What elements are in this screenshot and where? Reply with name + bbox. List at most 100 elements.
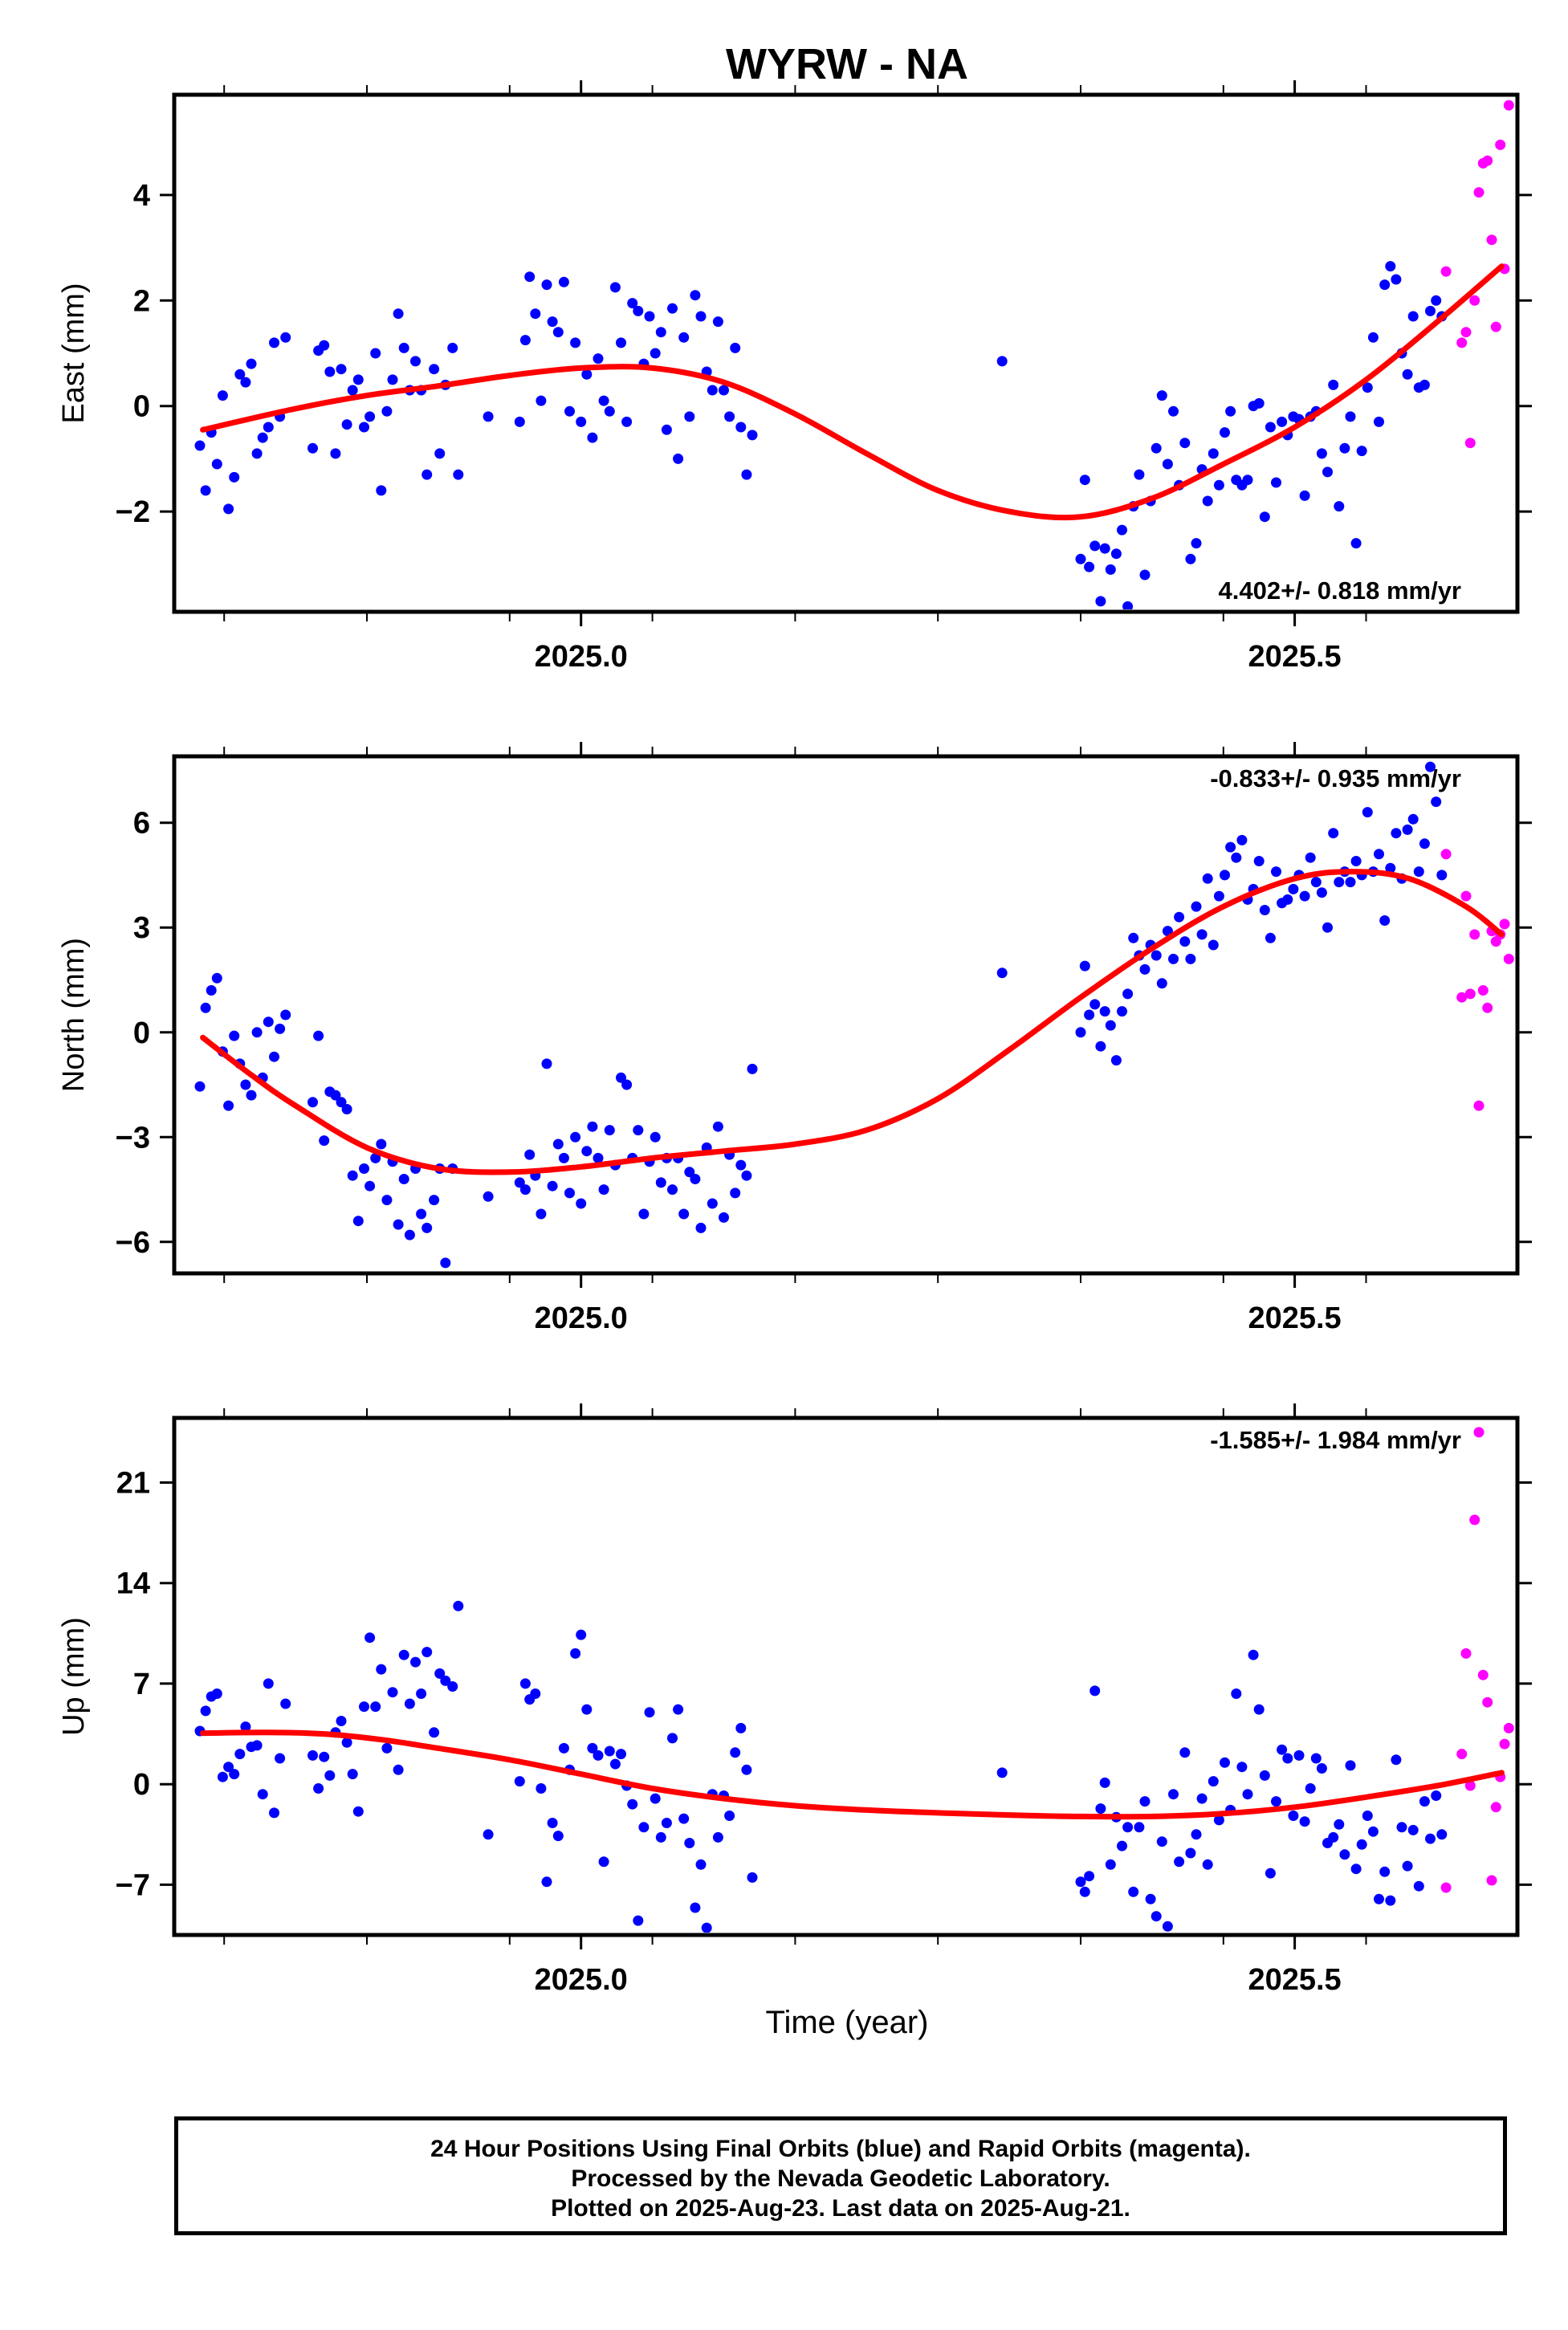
up-rate-label: -1.585+/- 1.984 mm/yr xyxy=(1210,1426,1461,1454)
up-final-point xyxy=(1079,1886,1090,1897)
north-final-point xyxy=(365,1180,376,1191)
east-final-point xyxy=(1151,442,1162,454)
up-final-point xyxy=(319,1751,330,1762)
east-final-point xyxy=(724,411,735,422)
up-final-point xyxy=(690,1902,701,1913)
north-final-point xyxy=(1316,887,1327,898)
east-final-point xyxy=(1367,332,1379,343)
north-final-point xyxy=(336,1097,347,1108)
east-final-point xyxy=(387,374,398,385)
up-final-point xyxy=(1162,1921,1173,1932)
north-final-point xyxy=(536,1208,547,1220)
up-rapid-point xyxy=(1482,1697,1493,1708)
east-final-point xyxy=(661,424,672,435)
up-final-point xyxy=(365,1632,376,1644)
north-final-point xyxy=(547,1180,558,1191)
north-final-point xyxy=(398,1174,409,1184)
north-final-point xyxy=(1334,877,1345,888)
east-final-point xyxy=(996,356,1008,367)
east-final-point xyxy=(280,332,291,343)
up-final-point xyxy=(1168,1789,1179,1800)
east-final-point xyxy=(263,422,274,433)
north-final-point xyxy=(1288,883,1299,894)
north-x-tick-label: 2025.0 xyxy=(535,1301,628,1335)
north-final-point xyxy=(707,1198,718,1209)
up-final-point xyxy=(376,1664,387,1675)
east-final-point xyxy=(1089,540,1101,552)
up-final-point xyxy=(1385,1895,1396,1906)
east-rapid-point xyxy=(1464,438,1476,449)
up-final-point xyxy=(1431,1790,1442,1801)
north-final-point xyxy=(370,1152,381,1163)
north-final-point xyxy=(1425,761,1436,772)
footer-line-1: 24 Hour Positions Using Final Orbits (bl… xyxy=(430,2136,1251,2162)
north-final-point xyxy=(1139,963,1151,975)
north-final-point xyxy=(1350,856,1362,866)
north-rapid-point xyxy=(1460,890,1472,902)
up-final-point xyxy=(655,1831,666,1843)
up-final-point xyxy=(1099,1777,1110,1788)
north-final-point xyxy=(251,1027,263,1038)
east-model-curve xyxy=(200,263,1505,521)
up-y-tick-label: 0 xyxy=(133,1768,150,1802)
up-rapid-point xyxy=(1499,1738,1510,1750)
north-final-point xyxy=(581,1146,593,1157)
up-final-point xyxy=(514,1776,525,1787)
east-final-point xyxy=(1299,490,1310,501)
north-final-point xyxy=(280,1009,291,1020)
up-final-point xyxy=(275,1753,286,1764)
east-final-point xyxy=(1391,274,1402,285)
north-final-point xyxy=(678,1208,690,1220)
east-final-point xyxy=(251,448,263,459)
north-final-point xyxy=(307,1097,318,1108)
up-final-point xyxy=(1208,1776,1219,1787)
north-rapid-point xyxy=(1477,985,1489,996)
up-final-point xyxy=(1248,1649,1259,1660)
up-final-point xyxy=(429,1727,440,1738)
up-final-point xyxy=(1419,1796,1430,1807)
up-final-point xyxy=(1220,1757,1230,1768)
up-final-point xyxy=(1253,1704,1265,1715)
north-final-point xyxy=(1328,828,1339,839)
up-final-point xyxy=(1259,1770,1270,1781)
north-final-point xyxy=(246,1090,257,1101)
north-final-point xyxy=(1345,877,1356,888)
up-final-point xyxy=(695,1859,707,1870)
panels: 2025.0 2025.5 −2 0 2 4 East (mm) 4.402+/- 0.818… xyxy=(57,80,1532,1997)
up-final-point xyxy=(447,1681,458,1692)
east-final-point xyxy=(393,308,404,320)
east-final-point xyxy=(370,348,381,359)
up-final-point xyxy=(257,1789,268,1800)
north-plot-frame xyxy=(172,754,1520,1276)
up-final-point xyxy=(1367,1826,1379,1837)
north-final-point xyxy=(1122,988,1134,1000)
east-final-point xyxy=(1075,553,1086,564)
up-y-tick-label: −7 xyxy=(116,1868,150,1902)
north-y-tick-label: 3 xyxy=(133,911,150,945)
east-final-point xyxy=(655,327,666,338)
up-final-point xyxy=(633,1915,644,1926)
north-rapid-point xyxy=(1440,849,1452,860)
east-final-point xyxy=(1095,596,1106,607)
north-final-point xyxy=(1191,901,1202,912)
up-final-point xyxy=(1084,1871,1095,1882)
up-final-point xyxy=(1402,1860,1413,1872)
east-final-point xyxy=(200,485,211,496)
north-final-point xyxy=(747,1063,758,1074)
east-final-point xyxy=(1339,442,1350,454)
up-final-point xyxy=(410,1656,421,1668)
east-x-tick-label: 2025.5 xyxy=(1248,640,1341,674)
up-final-point xyxy=(1231,1688,1242,1699)
north-final-point xyxy=(319,1135,330,1147)
east-final-point xyxy=(240,377,251,388)
north-final-point xyxy=(240,1079,251,1090)
east-final-point xyxy=(684,411,695,422)
north-final-point xyxy=(1075,1027,1086,1038)
up-final-point xyxy=(1174,1856,1185,1868)
east-final-point xyxy=(536,395,547,406)
north-final-point xyxy=(1236,834,1248,845)
north-final-point xyxy=(570,1131,581,1143)
north-rapid-point xyxy=(1456,992,1468,1003)
north-y-tick-label: 0 xyxy=(133,1016,150,1050)
north-final-point xyxy=(1374,849,1384,860)
